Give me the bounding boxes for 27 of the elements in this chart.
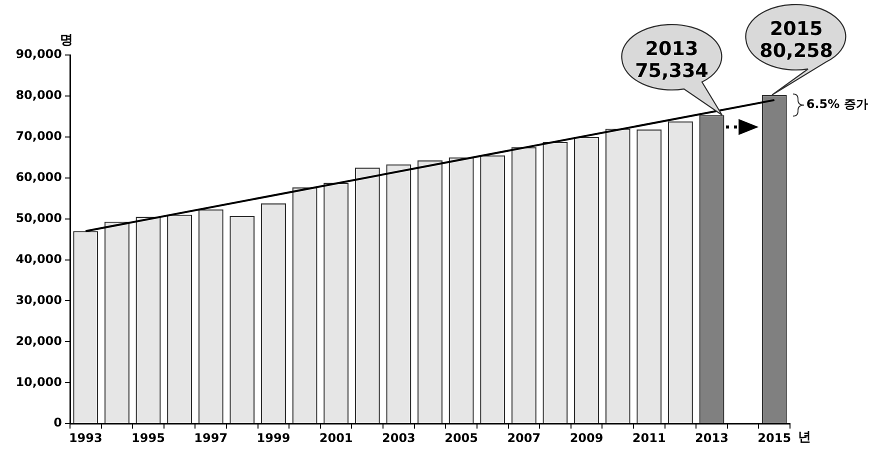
y-tick-label: 10,000 <box>16 374 62 389</box>
x-tick-label: 1997 <box>194 430 228 445</box>
x-tick-label: 2003 <box>382 430 416 445</box>
y-tick-label: 60,000 <box>16 170 62 184</box>
annotation: 2013 75,334 <box>635 38 708 82</box>
x-tick-label: 2001 <box>319 430 353 445</box>
x-tick-label: 2005 <box>444 430 478 445</box>
x-axis-title: 년 <box>798 428 811 446</box>
x-tick-label: 1999 <box>256 430 290 445</box>
y-tick-label: 90,000 <box>16 47 62 62</box>
x-tick-label: 1993 <box>68 430 102 445</box>
y-tick-label: 20,000 <box>16 334 62 348</box>
annotation: 2015 80,258 <box>760 18 834 62</box>
x-tick-label: 2009 <box>570 430 604 445</box>
y-tick-label: 80,000 <box>16 88 62 102</box>
y-axis-title: 명 <box>60 32 73 49</box>
annotation: 6.5% 증가 <box>806 96 868 113</box>
x-tick-label: 1995 <box>132 430 165 445</box>
x-tick-label: 2015 <box>758 430 792 445</box>
x-tick-label: 2007 <box>507 430 541 445</box>
x-tick-label: 2011 <box>632 430 666 445</box>
y-tick-label: 40,000 <box>16 252 62 266</box>
y-tick-label: 70,000 <box>16 129 62 144</box>
y-tick-label: 30,000 <box>16 292 62 307</box>
y-tick-label: 50,000 <box>16 210 62 225</box>
x-tick-label: 2013 <box>695 430 728 445</box>
y-tick-label: 0 <box>54 416 62 430</box>
